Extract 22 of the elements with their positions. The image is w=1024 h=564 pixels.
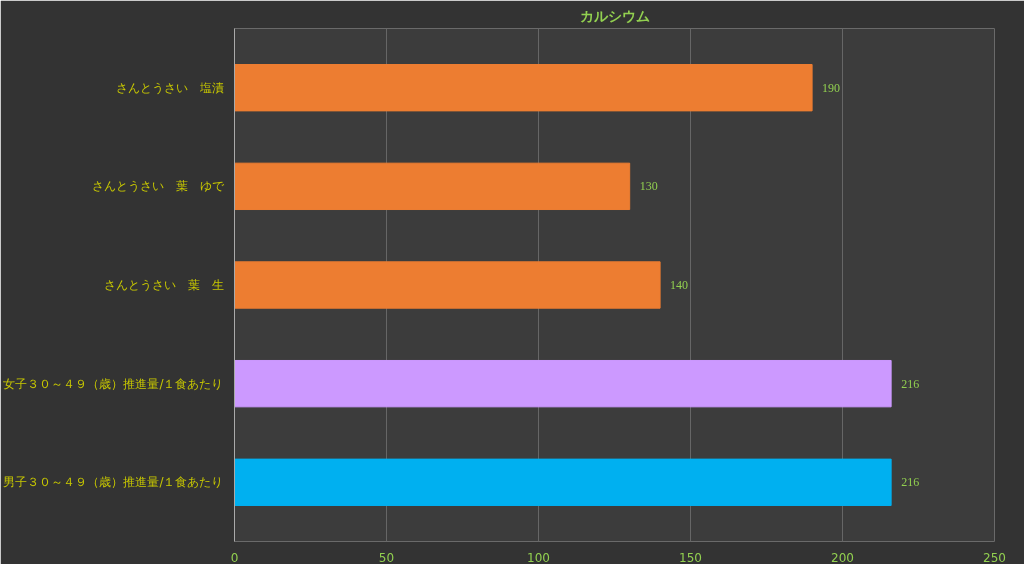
bar — [234, 64, 813, 112]
x-tick-label: 150 — [679, 550, 702, 564]
bar — [234, 458, 892, 506]
data-label: 140 — [670, 278, 689, 292]
chart-title: カルシウム — [579, 7, 650, 24]
data-label: 216 — [901, 475, 920, 490]
bar — [234, 359, 892, 408]
x-tick-label: 250 — [983, 550, 1006, 564]
y-tick-label: さんとうさい 塩漬 — [115, 80, 224, 95]
x-tick-label: 50 — [378, 550, 395, 564]
data-label: 216 — [901, 376, 920, 391]
x-tick-label: 0 — [230, 550, 239, 564]
bar — [234, 261, 661, 309]
data-label: 130 — [639, 179, 658, 194]
bar — [234, 162, 631, 211]
y-tick-label: 女子３０～４９（歳）推進量/１食あたり — [3, 376, 224, 391]
data-label: 190 — [822, 80, 841, 95]
y-tick-label: さんとうさい 葉 ゆで — [91, 179, 225, 194]
x-tick-label: 100 — [527, 550, 550, 564]
x-tick-label: 200 — [831, 550, 854, 564]
y-tick-label: 男子３０～４９（歳）推進量/１食あたり — [3, 475, 224, 490]
y-tick-label: さんとうさい 葉 生 — [103, 278, 224, 292]
